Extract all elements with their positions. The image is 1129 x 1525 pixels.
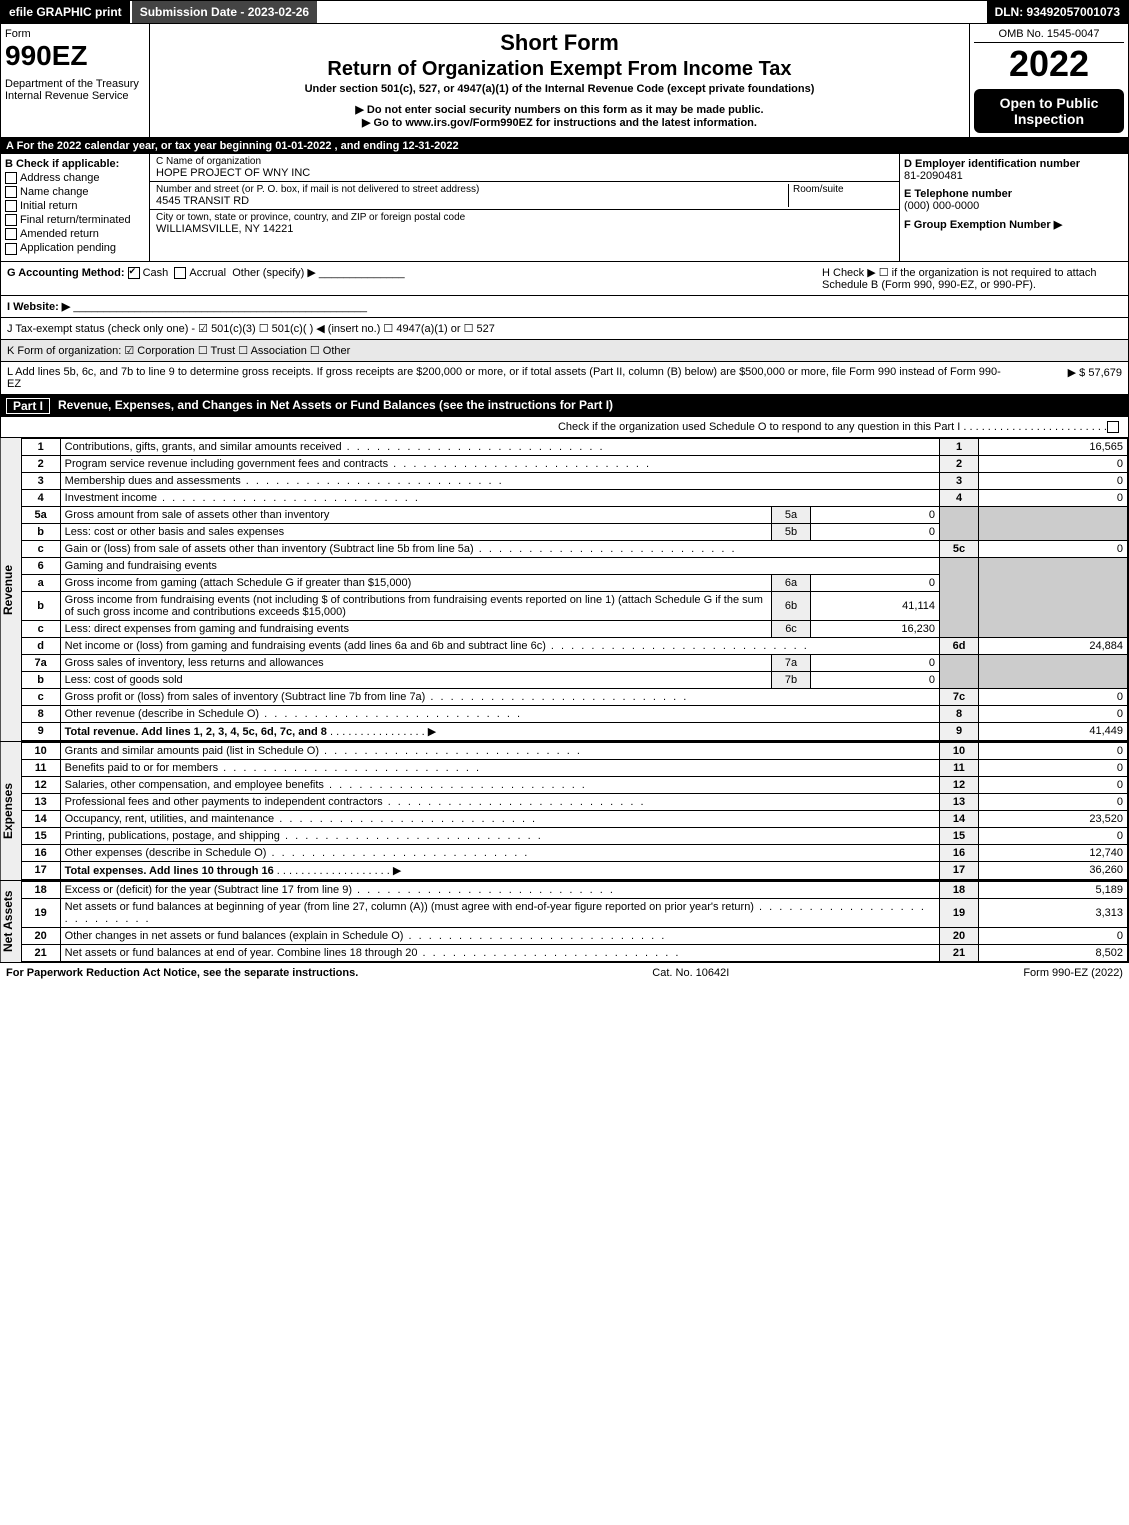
line-3: 3Membership dues and assessments30: [21, 472, 1127, 489]
expenses-table: 10Grants and similar amounts paid (list …: [21, 742, 1128, 880]
line-13: 13Professional fees and other payments t…: [21, 793, 1127, 810]
line-6: 6Gaming and fundraising events: [21, 557, 1127, 574]
line-4: 4Investment income40: [21, 489, 1127, 506]
line-2: 2Program service revenue including gover…: [21, 455, 1127, 472]
footer-right: Form 990-EZ (2022): [1023, 967, 1123, 979]
cb-name-change[interactable]: Name change: [5, 186, 145, 198]
title-main: Return of Organization Exempt From Incom…: [154, 58, 965, 81]
org-name: HOPE PROJECT OF WNY INC: [156, 167, 893, 179]
section-c-org-info: C Name of organization HOPE PROJECT OF W…: [150, 154, 900, 261]
ein-label: D Employer identification number: [904, 158, 1080, 170]
dln-number: DLN: 93492057001073: [987, 1, 1128, 23]
org-name-label: C Name of organization: [156, 156, 893, 167]
line-5a: 5aGross amount from sale of assets other…: [21, 506, 1127, 523]
tax-year: 2022: [974, 43, 1124, 85]
expenses-section: Expenses 10Grants and similar amounts pa…: [0, 742, 1129, 881]
revenue-section: Revenue 1Contributions, gifts, grants, a…: [0, 438, 1129, 742]
dept-treasury: Department of the Treasury Internal Reve…: [5, 78, 145, 102]
netassets-section: Net Assets 18Excess or (deficit) for the…: [0, 881, 1129, 963]
omb-number: OMB No. 1545-0047: [974, 28, 1124, 43]
cb-accrual[interactable]: [174, 267, 186, 279]
part1-label: Part I: [6, 398, 50, 414]
cb-cash[interactable]: [128, 267, 140, 279]
line-10: 10Grants and similar amounts paid (list …: [21, 742, 1127, 759]
line-14: 14Occupancy, rent, utilities, and mainte…: [21, 810, 1127, 827]
top-bar-left: efile GRAPHIC print Submission Date - 20…: [1, 1, 317, 23]
row-k-form-org: K Form of organization: ☑ Corporation ☐ …: [0, 340, 1129, 362]
section-b-checkboxes: B Check if applicable: Address change Na…: [1, 154, 150, 261]
header-left: Form 990EZ Department of the Treasury In…: [1, 24, 150, 137]
line-9: 9Total revenue. Add lines 1, 2, 3, 4, 5c…: [21, 722, 1127, 740]
netassets-table: 18Excess or (deficit) for the year (Subt…: [21, 881, 1128, 962]
efile-print-button[interactable]: efile GRAPHIC print: [1, 1, 130, 23]
info-grid: B Check if applicable: Address change Na…: [0, 154, 1129, 262]
title-short: Short Form: [154, 30, 965, 56]
form-word: Form: [5, 28, 145, 40]
line-17: 17Total expenses. Add lines 10 through 1…: [21, 861, 1127, 879]
side-label-netassets: Net Assets: [1, 881, 21, 962]
city-label: City or town, state or province, country…: [156, 212, 893, 223]
page-footer: For Paperwork Reduction Act Notice, see …: [0, 963, 1129, 983]
cb-amended-return[interactable]: Amended return: [5, 228, 145, 240]
footer-left: For Paperwork Reduction Act Notice, see …: [6, 967, 358, 979]
room-label: Room/suite: [793, 184, 893, 195]
line-16: 16Other expenses (describe in Schedule O…: [21, 844, 1127, 861]
subtitle: Under section 501(c), 527, or 4947(a)(1)…: [154, 83, 965, 95]
section-b-header: B Check if applicable:: [5, 158, 119, 170]
gross-receipts-value: ▶ $ 57,679: [1002, 366, 1122, 390]
line-11: 11Benefits paid to or for members110: [21, 759, 1127, 776]
line-7a: 7aGross sales of inventory, less returns…: [21, 654, 1127, 671]
cb-schedule-o[interactable]: [1107, 421, 1119, 433]
group-exemption-label: F Group Exemption Number ▶: [904, 219, 1062, 231]
line-1: 1Contributions, gifts, grants, and simil…: [21, 438, 1127, 455]
line-12: 12Salaries, other compensation, and empl…: [21, 776, 1127, 793]
part1-heading: Revenue, Expenses, and Changes in Net As…: [58, 398, 613, 414]
submission-date: Submission Date - 2023-02-26: [132, 1, 317, 23]
line-6d: dNet income or (loss) from gaming and fu…: [21, 637, 1127, 654]
cb-final-return[interactable]: Final return/terminated: [5, 214, 145, 226]
side-label-revenue: Revenue: [1, 438, 21, 741]
cb-application-pending[interactable]: Application pending: [5, 242, 145, 254]
line-18: 18Excess or (deficit) for the year (Subt…: [21, 881, 1127, 898]
part1-check-note: Check if the organization used Schedule …: [0, 417, 1129, 438]
cb-address-change[interactable]: Address change: [5, 172, 145, 184]
line-19: 19Net assets or fund balances at beginni…: [21, 898, 1127, 927]
row-l-gross-receipts: L Add lines 5b, 6c, and 7b to line 9 to …: [0, 362, 1129, 395]
part1-header: Part I Revenue, Expenses, and Changes in…: [0, 395, 1129, 417]
open-public-inspection: Open to Public Inspection: [974, 89, 1124, 133]
line-8: 8Other revenue (describe in Schedule O)8…: [21, 705, 1127, 722]
revenue-table: 1Contributions, gifts, grants, and simil…: [21, 438, 1128, 741]
row-g-h: G Accounting Method: Cash Accrual Other …: [0, 262, 1129, 296]
street-value: 4545 TRANSIT RD: [156, 195, 788, 207]
phone-value: (000) 000-0000: [904, 200, 979, 212]
footer-center: Cat. No. 10642I: [652, 967, 729, 979]
header-right: OMB No. 1545-0047 2022 Open to Public In…: [970, 24, 1128, 137]
header-center: Short Form Return of Organization Exempt…: [150, 24, 970, 137]
street-label: Number and street (or P. O. box, if mail…: [156, 184, 788, 195]
line-15: 15Printing, publications, postage, and s…: [21, 827, 1127, 844]
section-a-period: A For the 2022 calendar year, or tax yea…: [0, 138, 1129, 154]
accounting-method: G Accounting Method: Cash Accrual Other …: [7, 266, 405, 291]
form-header: Form 990EZ Department of the Treasury In…: [0, 24, 1129, 138]
side-label-expenses: Expenses: [1, 742, 21, 880]
note-link[interactable]: ▶ Go to www.irs.gov/Form990EZ for instru…: [154, 116, 965, 129]
city-value: WILLIAMSVILLE, NY 14221: [156, 223, 893, 235]
note-ssn: ▶ Do not enter social security numbers o…: [154, 103, 965, 116]
row-i-website: I Website: ▶ ___________________________…: [0, 296, 1129, 318]
section-def: D Employer identification number 81-2090…: [900, 154, 1128, 261]
top-bar: efile GRAPHIC print Submission Date - 20…: [0, 0, 1129, 24]
line-5c: cGain or (loss) from sale of assets othe…: [21, 540, 1127, 557]
ein-value: 81-2090481: [904, 170, 963, 182]
line-20: 20Other changes in net assets or fund ba…: [21, 927, 1127, 944]
phone-label: E Telephone number: [904, 188, 1012, 200]
line-21: 21Net assets or fund balances at end of …: [21, 944, 1127, 961]
cb-initial-return[interactable]: Initial return: [5, 200, 145, 212]
row-j-tax-exempt: J Tax-exempt status (check only one) - ☑…: [0, 318, 1129, 340]
section-h: H Check ▶ ☐ if the organization is not r…: [822, 266, 1122, 291]
line-7c: cGross profit or (loss) from sales of in…: [21, 688, 1127, 705]
form-number: 990EZ: [5, 40, 145, 72]
